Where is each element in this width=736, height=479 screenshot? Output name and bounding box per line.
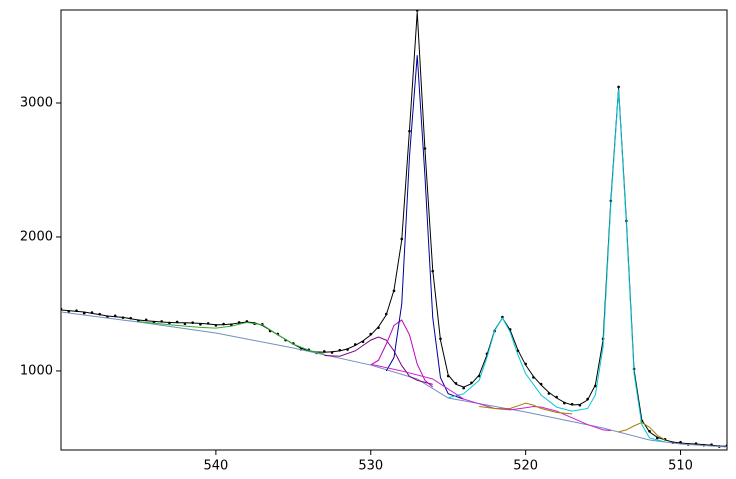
y-tick-label: 3000 [20, 95, 53, 110]
curve [370, 363, 611, 432]
curve [324, 336, 433, 385]
y-tick-label: 1000 [20, 363, 53, 378]
curve [618, 421, 666, 441]
curve [138, 321, 325, 355]
x-tick-label: 510 [668, 459, 693, 474]
curve [448, 89, 666, 443]
data-point [617, 85, 620, 89]
x-tick-label: 520 [513, 459, 538, 474]
curve [61, 311, 727, 448]
curve [370, 319, 434, 388]
x-tick-label: 540 [203, 459, 228, 474]
plot-frame [60, 9, 728, 451]
data-point [462, 386, 465, 390]
x-tick-label: 530 [358, 459, 383, 474]
y-tick-label: 2000 [20, 229, 53, 244]
curve [479, 402, 573, 415]
curve [385, 55, 464, 400]
data-point [415, 10, 419, 12]
